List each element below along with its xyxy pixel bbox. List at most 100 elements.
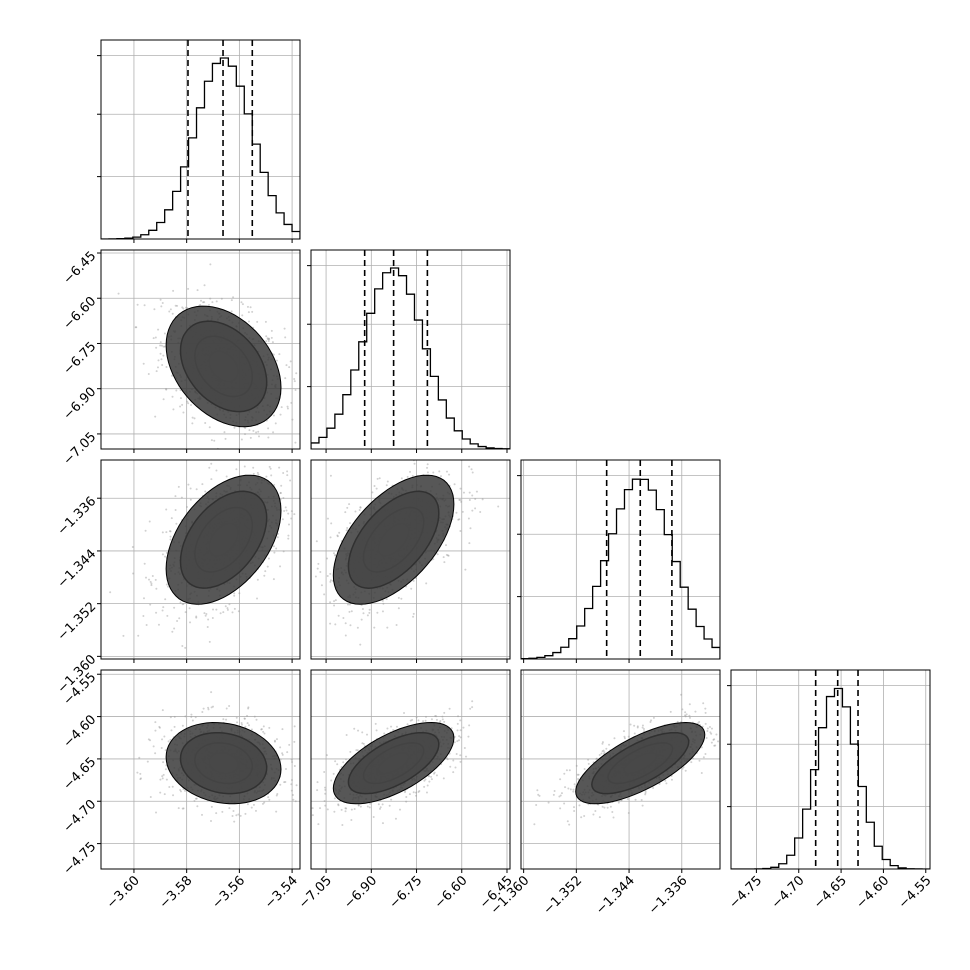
sample-point — [353, 727, 356, 730]
sample-point — [164, 555, 167, 558]
sample-point — [194, 797, 197, 800]
sample-point — [276, 536, 279, 539]
sample-point — [409, 470, 412, 473]
sample-point — [479, 510, 482, 513]
sample-point — [182, 411, 185, 414]
sample-point — [629, 723, 632, 726]
sample-point — [281, 728, 284, 731]
sample-point — [378, 807, 381, 810]
sample-point — [157, 359, 160, 362]
sample-point — [293, 725, 296, 728]
sample-point — [235, 716, 238, 719]
sample-point — [265, 340, 268, 343]
sample-point — [329, 572, 332, 575]
histogram-panel-2 — [517, 459, 721, 663]
sample-point — [337, 614, 340, 617]
sample-point — [568, 769, 571, 772]
sample-point — [181, 644, 184, 647]
sample-point — [176, 619, 179, 622]
sample-point — [323, 770, 326, 773]
density-contour — [165, 305, 282, 428]
sample-point — [461, 510, 464, 513]
sample-point — [276, 792, 279, 795]
sample-point — [179, 397, 182, 400]
sample-point — [171, 395, 174, 398]
sample-point — [273, 451, 275, 453]
sample-point — [474, 507, 477, 510]
x-tick-label: −7.05 — [296, 873, 335, 912]
sample-point — [179, 790, 182, 793]
sample-point — [244, 812, 247, 815]
sample-point — [395, 623, 398, 626]
sample-point — [278, 466, 281, 469]
sample-point — [325, 754, 328, 757]
sample-point — [272, 444, 274, 446]
sample-point — [161, 302, 164, 305]
sample-point — [336, 535, 339, 538]
sample-point — [208, 466, 211, 469]
sample-point — [698, 720, 701, 723]
sample-point — [211, 301, 214, 304]
sample-point — [306, 506, 308, 508]
sample-point — [333, 797, 336, 800]
sample-point — [158, 726, 161, 729]
sample-point — [344, 807, 347, 810]
sample-point — [442, 556, 445, 559]
sample-point — [167, 585, 170, 588]
panel-frame — [310, 459, 511, 660]
sample-point — [304, 519, 306, 521]
sample-point — [417, 791, 420, 794]
sample-point — [289, 479, 292, 482]
sample-point — [467, 517, 470, 520]
sample-point — [247, 706, 250, 709]
x-tick-label: −3.58 — [157, 873, 196, 912]
sample-point — [143, 562, 146, 565]
sample-point — [395, 725, 398, 728]
sample-point — [272, 353, 275, 356]
sample-point — [411, 474, 414, 477]
sample-point — [247, 724, 250, 727]
sample-point — [159, 344, 162, 347]
sample-point — [359, 506, 362, 509]
sample-point — [372, 815, 375, 818]
sample-point — [212, 608, 215, 611]
sample-point — [181, 807, 184, 810]
y-tick-label: −7.05 — [61, 430, 100, 469]
sample-point — [138, 756, 141, 759]
sample-point — [605, 747, 608, 750]
sample-point — [177, 485, 180, 488]
sample-point — [184, 789, 187, 792]
sample-point — [636, 725, 639, 728]
sample-point — [182, 602, 185, 605]
sample-point — [235, 814, 238, 817]
sample-point — [481, 498, 484, 501]
sample-point — [285, 509, 288, 512]
sample-point — [148, 578, 151, 581]
sample-point — [446, 554, 449, 557]
y-tick-label: −4.60 — [61, 712, 100, 751]
sample-point — [280, 484, 283, 487]
sample-point — [171, 312, 174, 315]
sample-point — [333, 604, 336, 607]
sample-point — [475, 490, 478, 493]
sample-point — [291, 418, 294, 421]
sample-point — [195, 616, 198, 619]
sample-point — [250, 806, 253, 809]
panel-frame — [310, 249, 511, 450]
sample-point — [243, 717, 246, 720]
sample-point — [368, 611, 371, 614]
sample-point — [257, 443, 259, 445]
sample-point — [323, 799, 326, 802]
sample-point — [193, 799, 196, 802]
sample-point — [189, 487, 192, 490]
sample-point — [256, 320, 259, 323]
x-tick-label: −6.60 — [432, 873, 471, 912]
scatter-panel-2-1 — [310, 459, 511, 663]
sample-point — [190, 716, 193, 719]
sample-point — [284, 780, 287, 783]
sample-point — [273, 740, 276, 743]
sample-point — [353, 807, 356, 810]
sample-point — [247, 320, 250, 323]
sample-point — [283, 781, 286, 784]
density-contour — [165, 721, 282, 805]
